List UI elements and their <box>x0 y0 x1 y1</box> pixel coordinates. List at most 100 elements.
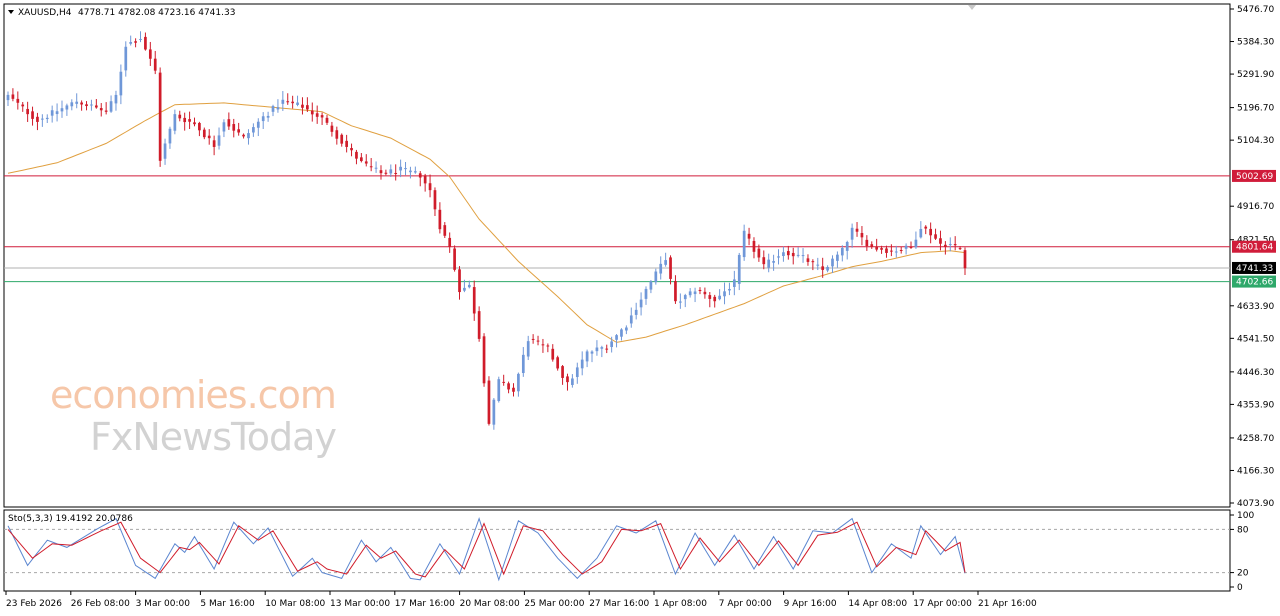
candle-body <box>109 101 113 112</box>
candle <box>836 251 839 268</box>
candle <box>41 114 44 127</box>
candle-body <box>683 295 687 300</box>
candle-body <box>698 289 702 291</box>
candle <box>418 171 422 187</box>
price-tick-label: 5476.70 <box>1237 5 1274 15</box>
watermark-fxnewstoday: FxNewsToday <box>90 415 336 459</box>
candle <box>428 174 432 198</box>
candle-body <box>757 248 761 258</box>
candle <box>801 248 805 263</box>
candle-body <box>865 239 869 247</box>
price-tick-label: 4166.30 <box>1237 466 1274 476</box>
candle-body <box>163 143 167 159</box>
candle <box>634 302 638 320</box>
candle <box>153 50 157 75</box>
candle-body <box>674 280 677 302</box>
candle <box>723 282 726 305</box>
scroll-marker-icon[interactable] <box>968 5 976 10</box>
time-tick-label: 17 Apr 00:00 <box>913 599 972 609</box>
candle <box>222 119 226 138</box>
candle <box>320 112 324 125</box>
candle-body <box>340 134 344 144</box>
symbol-menu-icon[interactable] <box>8 10 14 14</box>
price-tick-label: 5291.90 <box>1237 70 1274 80</box>
candle <box>934 228 937 240</box>
candle <box>325 115 329 126</box>
candle-body <box>492 399 496 425</box>
candle-body <box>21 104 25 107</box>
candle <box>561 364 564 385</box>
price-tick-label: 4541.50 <box>1237 334 1274 344</box>
candle <box>747 227 751 246</box>
candle-body <box>60 108 64 112</box>
candle <box>850 223 854 248</box>
candle <box>306 97 309 112</box>
candle-body <box>26 108 29 115</box>
candle-body <box>723 291 726 297</box>
candle-body <box>75 101 79 104</box>
candle <box>620 328 623 341</box>
candle <box>423 173 427 192</box>
candle <box>148 41 152 66</box>
candle-body <box>732 279 736 287</box>
candle-body <box>158 72 162 161</box>
candle <box>188 111 191 129</box>
candle-body <box>585 351 589 362</box>
level-tag-resistance-2 <box>1232 240 1276 253</box>
time-tick-label: 9 Apr 16:00 <box>784 599 837 609</box>
main-panel <box>3 3 1231 508</box>
candle <box>821 257 825 278</box>
candle <box>16 91 20 110</box>
stoch-signal-line <box>7 521 966 578</box>
candle-body <box>919 228 923 238</box>
candle <box>649 280 653 294</box>
candle-body <box>728 288 731 291</box>
candle <box>261 112 265 129</box>
candle <box>698 287 702 295</box>
candle <box>536 335 540 346</box>
candle <box>433 187 437 216</box>
candle <box>757 244 761 262</box>
candle-body <box>188 119 191 122</box>
candle-body <box>885 248 888 253</box>
candle <box>517 372 520 397</box>
candle <box>669 255 672 285</box>
candle <box>31 106 34 126</box>
watermark-economies: economies.com <box>50 373 336 417</box>
stoch-main-line <box>7 517 966 582</box>
candle <box>6 91 10 107</box>
candle <box>369 158 373 172</box>
candle <box>546 343 550 353</box>
time-tick-label: 3 Mar 00:00 <box>136 599 191 609</box>
candle-body <box>521 354 525 374</box>
candle <box>718 289 721 301</box>
candle-body <box>772 261 775 263</box>
candle-body <box>693 291 697 295</box>
candle-body <box>350 148 353 151</box>
candle-body <box>575 367 579 378</box>
candle <box>124 41 128 77</box>
candle <box>963 247 967 275</box>
candle <box>114 90 118 111</box>
candle <box>703 287 707 299</box>
candle-body <box>556 357 560 369</box>
candle-body <box>595 347 599 352</box>
candle-body <box>85 104 88 107</box>
candle <box>99 103 103 117</box>
candle-body <box>782 252 785 257</box>
candle <box>301 97 304 115</box>
candle <box>399 159 402 178</box>
time-tick-label: 14 Apr 08:00 <box>848 599 907 609</box>
candle <box>786 245 790 260</box>
candle <box>389 164 393 178</box>
candle-body <box>679 301 682 303</box>
candle <box>737 252 741 291</box>
candle <box>605 344 609 354</box>
candle-body <box>860 232 864 238</box>
candle-body <box>713 296 717 302</box>
candle-body <box>507 383 510 390</box>
price-tick-label: 5104.30 <box>1237 136 1274 146</box>
candle-body <box>276 107 280 110</box>
candle <box>556 355 560 371</box>
